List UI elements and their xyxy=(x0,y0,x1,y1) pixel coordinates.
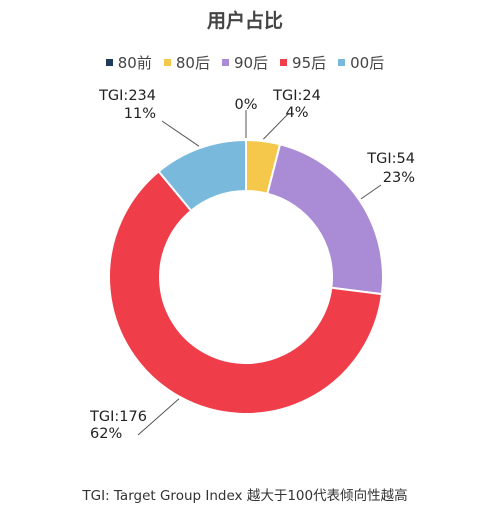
pct-label-00s: 11% xyxy=(124,106,156,122)
tgi-label-95s: TGI:176 xyxy=(89,409,147,425)
slice-90s xyxy=(266,143,384,296)
pct-label-90s: 23% xyxy=(383,170,415,186)
pct-label-80-before: 0% xyxy=(234,97,257,113)
legend-label: 00后 xyxy=(350,54,385,72)
leader-line-80s xyxy=(263,112,290,140)
leader-line-95s xyxy=(137,398,180,436)
legend-swatch xyxy=(221,59,229,66)
legend-swatch xyxy=(280,59,288,66)
legend-item-90s: 90后 xyxy=(221,52,269,73)
legend-item-95s: 95后 xyxy=(280,52,326,73)
chart-title: 用户占比 xyxy=(206,10,283,32)
slice-00s xyxy=(157,138,247,213)
legend-swatch xyxy=(163,59,171,66)
tgi-label-90s: TGI:54 xyxy=(366,151,415,167)
leader-line-00s xyxy=(161,120,200,147)
legend-item-80s: 80后 xyxy=(163,52,210,73)
slice-95s xyxy=(108,170,384,415)
legend-label: 80后 xyxy=(175,54,210,72)
legend-item-00s: 00后 xyxy=(338,52,384,73)
legend-swatch xyxy=(338,59,346,66)
legend-item-80-before: 80前 xyxy=(105,52,152,73)
pct-label-80s: 4% xyxy=(285,105,308,121)
tgi-label-00s: TGI:234 xyxy=(98,88,156,104)
legend-swatch xyxy=(105,59,113,66)
legend-label: 80前 xyxy=(117,54,152,72)
legend-label: 95后 xyxy=(292,54,327,72)
leader-line-90s xyxy=(360,184,382,200)
pct-label-95s: 62% xyxy=(90,426,122,442)
tgi-label-80s: TGI:24 xyxy=(272,88,321,104)
footnote: TGI: Target Group Index 越大于100代表倾向性越高 xyxy=(82,488,408,504)
legend-label: 90后 xyxy=(233,54,269,72)
legend: 80前 80后 90后 95后 00后 xyxy=(0,52,490,73)
